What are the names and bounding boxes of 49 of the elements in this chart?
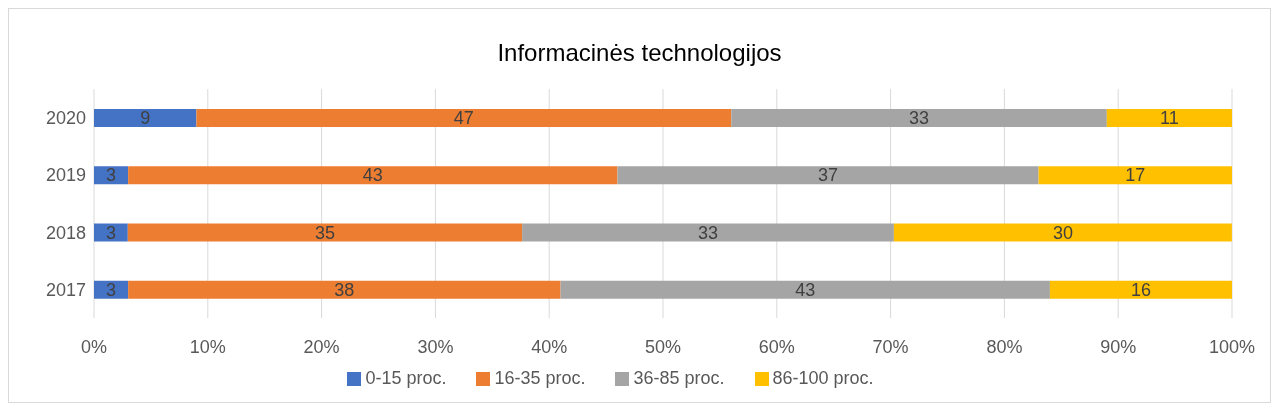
data-label: 11 xyxy=(1160,108,1179,128)
chart-title: Informacinės technologijos xyxy=(496,38,783,68)
legend-label: 0-15 proc. xyxy=(365,368,447,388)
x-tick-label: 0% xyxy=(80,336,108,357)
x-tick-label: 40% xyxy=(531,336,568,357)
bar xyxy=(1106,109,1232,127)
legend-label: 86-100 proc. xyxy=(772,368,874,388)
bar xyxy=(1038,166,1232,185)
data-label: 38 xyxy=(334,279,355,300)
bar xyxy=(128,166,618,185)
y-tick-label: 2020 xyxy=(45,108,86,129)
x-tick-label: 100% xyxy=(1208,336,1256,357)
data-label: 3 xyxy=(106,165,117,186)
y-tick-label: 2019 xyxy=(45,165,86,186)
data-label: 37 xyxy=(817,165,839,186)
x-tick-label: 50% xyxy=(644,336,682,357)
bar xyxy=(127,223,523,242)
data-label: 35 xyxy=(314,222,335,243)
y-tick-label: 2018 xyxy=(45,222,86,243)
bar xyxy=(94,109,197,127)
bar xyxy=(893,223,1232,242)
bar xyxy=(560,280,1050,299)
x-tick-label: 80% xyxy=(986,336,1023,357)
data-label: 30 xyxy=(1052,222,1073,243)
legend-label: 36-85 proc. xyxy=(633,368,725,388)
data-label: 43 xyxy=(362,165,383,186)
bar xyxy=(1049,280,1232,299)
data-label: 33 xyxy=(697,222,719,243)
x-tick-label: 70% xyxy=(872,336,909,357)
data-label: 3 xyxy=(105,222,116,243)
x-tick-label: 90% xyxy=(1100,336,1137,357)
y-tick-label: 2017 xyxy=(45,279,86,300)
bar xyxy=(128,280,561,299)
legend-label: 16-35 proc. xyxy=(494,368,586,388)
x-tick-label: 20% xyxy=(303,336,340,357)
x-tick-label: 10% xyxy=(189,336,226,357)
data-label: 9 xyxy=(140,108,151,128)
data-label: 16 xyxy=(1130,279,1151,300)
x-tick-label: 30% xyxy=(417,336,454,357)
x-tick-label: 60% xyxy=(758,336,795,357)
bar xyxy=(617,166,1039,185)
data-label: 33 xyxy=(909,108,930,128)
data-label: 17 xyxy=(1125,165,1146,186)
bar xyxy=(731,109,1107,127)
data-label: 3 xyxy=(106,279,117,300)
bar xyxy=(522,223,894,242)
data-label: 47 xyxy=(453,108,474,128)
data-label: 43 xyxy=(795,279,816,300)
bar xyxy=(196,109,732,127)
